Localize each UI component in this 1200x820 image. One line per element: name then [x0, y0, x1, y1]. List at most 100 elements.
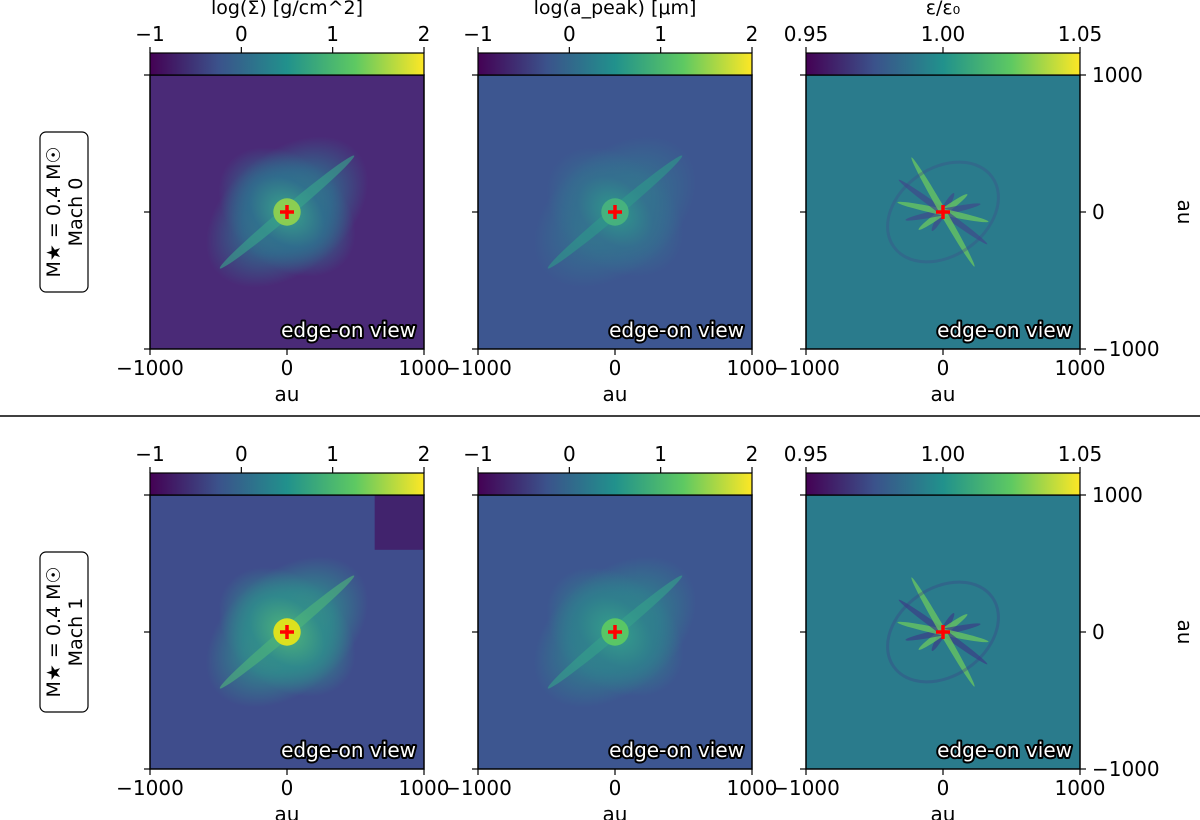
y-tick-label: 0: [1092, 620, 1105, 644]
colorbar-tick-label: 0: [563, 22, 576, 46]
y-axis-label: au: [1173, 620, 1197, 645]
x-tick-label: 0: [609, 356, 622, 380]
panel-annotation-outline: edge-on view: [281, 738, 416, 762]
y-tick-label: −1000: [1092, 337, 1160, 361]
row-mach-label: Mach 0: [65, 178, 87, 247]
colorbar-r1-c2: 0.95 1.00 1.05: [784, 442, 1103, 496]
colorbar: [477, 472, 753, 496]
x-tick-label: 1000: [1055, 776, 1106, 800]
x-axis-label: au: [603, 382, 628, 406]
y-tick-label: 0: [1092, 200, 1105, 224]
y-axis-label: au: [1173, 200, 1197, 225]
colorbar-tick-label: 2: [418, 22, 431, 46]
x-tick-label: −1000: [772, 356, 840, 380]
row-mass-label: M★ = 0.4 M☉: [43, 566, 65, 697]
colorbar-tick-label: 1: [654, 442, 667, 466]
panel-annotation-outline: edge-on view: [609, 738, 744, 762]
panel-annotation: edge-on view: [609, 738, 744, 762]
x-axis-label: au: [603, 802, 628, 820]
row-label: M★ = 0.4 M☉ Mach 0: [39, 131, 89, 293]
panel-annotation-outline: edge-on view: [609, 318, 744, 342]
panel-image: [806, 75, 1080, 349]
x-tick-label: 0: [937, 356, 950, 380]
column-title: log(a_peak) [μm]: [534, 0, 697, 19]
colorbar: [805, 52, 1081, 76]
column-title: log(Σ) [g/cm^2]: [211, 0, 363, 19]
panel-image: [478, 75, 752, 349]
panel-annotation-outline: edge-on view: [937, 318, 1072, 342]
x-tick-label: 0: [281, 356, 294, 380]
x-tick-label: 1000: [727, 776, 778, 800]
colorbar-r0-c2: 0.95 1.00 1.05 ε/ε₀: [784, 0, 1103, 76]
y-tick-label: 1000: [1092, 63, 1143, 87]
row-label-box: [39, 131, 89, 293]
x-tick-label: 1000: [1055, 356, 1106, 380]
row-label: M★ = 0.4 M☉ Mach 1: [39, 551, 89, 713]
colorbar-tick-label: −1: [463, 22, 492, 46]
colorbar-r0-c1: −1 0 1 2 log(a_peak) [μm]: [463, 0, 759, 76]
colorbar-tick-label: 0.95: [784, 22, 829, 46]
colorbar-tick-label: −1: [135, 22, 164, 46]
colorbar-r0-c0: −1 0 1 2 log(Σ) [g/cm^2]: [135, 0, 431, 76]
panel-annotation: edge-on view: [609, 318, 744, 342]
panel-annotation-outline: edge-on view: [281, 318, 416, 342]
colorbar-tick-label: 1.00: [921, 442, 966, 466]
x-tick-label: 1000: [399, 356, 450, 380]
colorbar: [477, 52, 753, 76]
x-tick-label: 1000: [727, 356, 778, 380]
ratio-ring: [886, 160, 1000, 264]
x-axis-label: au: [931, 802, 956, 820]
y-tick-label: −1000: [1092, 757, 1160, 781]
colorbar-tick-label: 1: [326, 442, 339, 466]
colorbar-tick-label: 1.05: [1058, 22, 1103, 46]
colorbar-tick-label: 2: [746, 22, 759, 46]
colorbar: [149, 52, 425, 76]
x-tick-label: 1000: [399, 776, 450, 800]
colorbar: [149, 472, 425, 496]
x-tick-label: −1000: [116, 356, 184, 380]
panel-annotation: edge-on view: [281, 738, 416, 762]
x-tick-label: −1000: [772, 776, 840, 800]
ratio-ring: [886, 580, 1000, 684]
colorbar-tick-label: 0: [235, 22, 248, 46]
colorbar: [805, 472, 1081, 496]
colorbar-tick-label: 1.00: [921, 22, 966, 46]
colorbar-tick-label: 2: [418, 442, 431, 466]
x-axis-label: au: [931, 382, 956, 406]
colorbar-tick-label: 0.95: [784, 442, 829, 466]
row-mass-label: M★ = 0.4 M☉: [43, 146, 65, 277]
colorbar-tick-label: 2: [746, 442, 759, 466]
colorbar-tick-label: −1: [463, 442, 492, 466]
y-tick-label: 1000: [1092, 483, 1143, 507]
x-axis-label: au: [275, 802, 300, 820]
colorbar-tick-label: 1: [654, 22, 667, 46]
colorbar-tick-label: 1: [326, 22, 339, 46]
row-mach-label: Mach 1: [65, 598, 87, 667]
panel-image: [806, 495, 1080, 769]
low-density-region: [374, 495, 424, 550]
panel-annotation: edge-on view: [281, 318, 416, 342]
row-label-box: [39, 551, 89, 713]
x-tick-label: 0: [609, 776, 622, 800]
colorbar-tick-label: −1: [135, 442, 164, 466]
colorbar-tick-label: 0: [235, 442, 248, 466]
x-axis-label: au: [275, 382, 300, 406]
panel-annotation-outline: edge-on view: [937, 738, 1072, 762]
x-tick-label: 0: [281, 776, 294, 800]
x-tick-label: −1000: [116, 776, 184, 800]
x-tick-label: 0: [937, 776, 950, 800]
colorbar-r1-c0: −1 0 1 2: [135, 442, 431, 496]
colorbar-tick-label: 1.05: [1058, 442, 1103, 466]
x-tick-label: −1000: [444, 776, 512, 800]
panel-annotation: edge-on view: [937, 318, 1072, 342]
x-tick-label: −1000: [444, 356, 512, 380]
panel-annotation: edge-on view: [937, 738, 1072, 762]
colorbar-r1-c1: −1 0 1 2: [463, 442, 759, 496]
colorbar-tick-label: 0: [563, 442, 576, 466]
